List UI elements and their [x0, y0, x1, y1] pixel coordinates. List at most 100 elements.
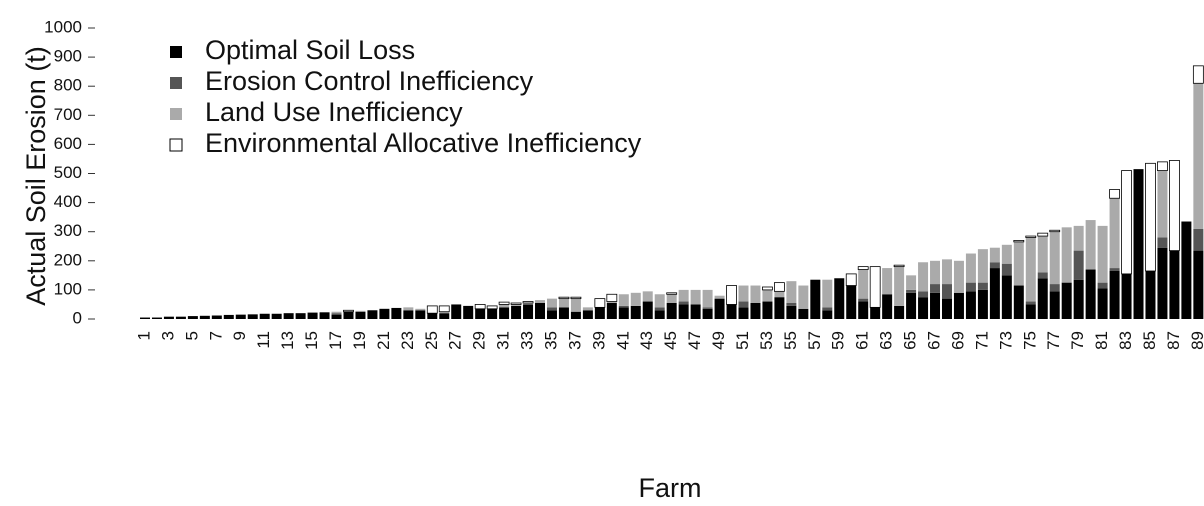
bar-segment [1037, 232, 1049, 237]
x-tick-label: 77 [1044, 331, 1063, 350]
x-tick-label: 59 [829, 331, 848, 350]
bar-segment [654, 310, 665, 319]
y-axis-label: Actual Soil Erosion (t) [21, 46, 51, 306]
bar-segment [498, 301, 510, 305]
x-tick-label: 37 [565, 331, 584, 350]
bar-segment [965, 253, 976, 283]
x-tick-label: 61 [853, 331, 872, 350]
bar-segment [630, 292, 641, 306]
x-tick-label: 27 [446, 331, 465, 350]
x-tick-label: 73 [996, 331, 1015, 350]
bar-segment [893, 264, 905, 268]
bar-segment [1193, 83, 1204, 229]
bar-segment [714, 298, 725, 319]
bar-segment [606, 293, 618, 302]
bar-segment [343, 311, 354, 319]
bar-segment [1192, 65, 1204, 84]
y-tick-label: 900 [54, 47, 82, 66]
bar-segment [845, 273, 857, 286]
bar-segment [678, 289, 689, 302]
x-tick-label: 69 [948, 331, 967, 350]
bar-segment [331, 313, 342, 315]
bar-segment [666, 294, 677, 303]
bar-segment [439, 311, 450, 314]
bar-segment [438, 305, 450, 313]
bar-segment [869, 266, 881, 308]
bar-segment [1133, 169, 1144, 319]
bar-segment [1049, 231, 1060, 285]
x-tick-label: 45 [661, 331, 680, 350]
bar-segment [415, 308, 426, 311]
bar-segment [654, 307, 665, 311]
x-tick-label: 55 [781, 331, 800, 350]
bar-segment [918, 297, 929, 319]
bar-segment [523, 304, 534, 319]
bar-segment [906, 275, 917, 290]
bar-segment [702, 307, 713, 309]
bar-segment [175, 316, 186, 319]
bar-segment [1145, 270, 1156, 319]
bar-segment [594, 307, 605, 319]
bar-segment [714, 295, 725, 299]
bar-segment [1097, 225, 1108, 283]
bar-segment [307, 312, 318, 319]
x-tick-label: 67 [925, 331, 944, 350]
bar-segment [726, 285, 737, 305]
bar-segment [558, 307, 569, 319]
bar-segment [1037, 278, 1048, 319]
bar-segment [618, 305, 629, 308]
bar-segment [630, 305, 641, 319]
bar-segment [1181, 221, 1192, 319]
x-tick-label: 7 [206, 331, 225, 340]
bar-segment [1061, 282, 1072, 319]
bar-segment [690, 289, 701, 305]
bar-segment [451, 304, 462, 319]
bar-segment [1049, 284, 1060, 292]
bar-segment [510, 302, 522, 305]
bar-segment [1061, 227, 1072, 283]
bar-segment [654, 294, 665, 308]
x-tick-label: 25 [422, 331, 441, 350]
legend-label: Land Use Inefficiency [205, 97, 463, 127]
legend-swatch [170, 77, 182, 89]
bar-segment [989, 247, 1000, 263]
bar-segment [678, 304, 689, 319]
bar-segment [1025, 304, 1036, 319]
bar-segment [1001, 244, 1012, 264]
bar-segment [140, 317, 150, 319]
bar-segment [1157, 247, 1168, 319]
bar-segment [774, 297, 785, 319]
bar-segment [511, 304, 522, 306]
bar-segment [858, 298, 869, 302]
bar-segment [223, 314, 234, 319]
bar-segment [846, 285, 857, 319]
bar-segment [786, 281, 797, 303]
bar-segment [1025, 237, 1036, 302]
bar-segment [331, 311, 342, 314]
bar-segment [439, 313, 450, 319]
bar-segment [977, 249, 988, 283]
bar-segment [403, 310, 414, 319]
bar-segment [882, 268, 893, 295]
bar-segment [642, 301, 653, 319]
bar-segment [666, 302, 677, 319]
bar-segment [1025, 301, 1036, 305]
legend-label: Erosion Control Inefficiency [205, 66, 534, 96]
bar-segment [546, 307, 557, 311]
bar-segment [1169, 160, 1180, 252]
bar-segment [798, 308, 809, 319]
bar-segment [857, 266, 869, 270]
bar-segment [941, 298, 952, 319]
bar-segment [822, 307, 833, 311]
bar-segment [535, 300, 546, 303]
bar-segment [930, 260, 941, 285]
bar-segment [1073, 225, 1084, 251]
bar-segment [953, 260, 964, 293]
bar-segment [1157, 170, 1168, 238]
legend-label: Environmental Allocative Inefficiency [205, 128, 642, 158]
bar-segment [918, 262, 929, 292]
x-tick-label: 83 [1116, 331, 1135, 350]
x-tick-label: 85 [1140, 331, 1159, 350]
x-tick-label: 47 [685, 331, 704, 350]
bar-segment [989, 268, 1000, 319]
